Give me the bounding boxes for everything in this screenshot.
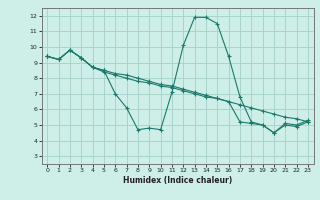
X-axis label: Humidex (Indice chaleur): Humidex (Indice chaleur)	[123, 176, 232, 185]
